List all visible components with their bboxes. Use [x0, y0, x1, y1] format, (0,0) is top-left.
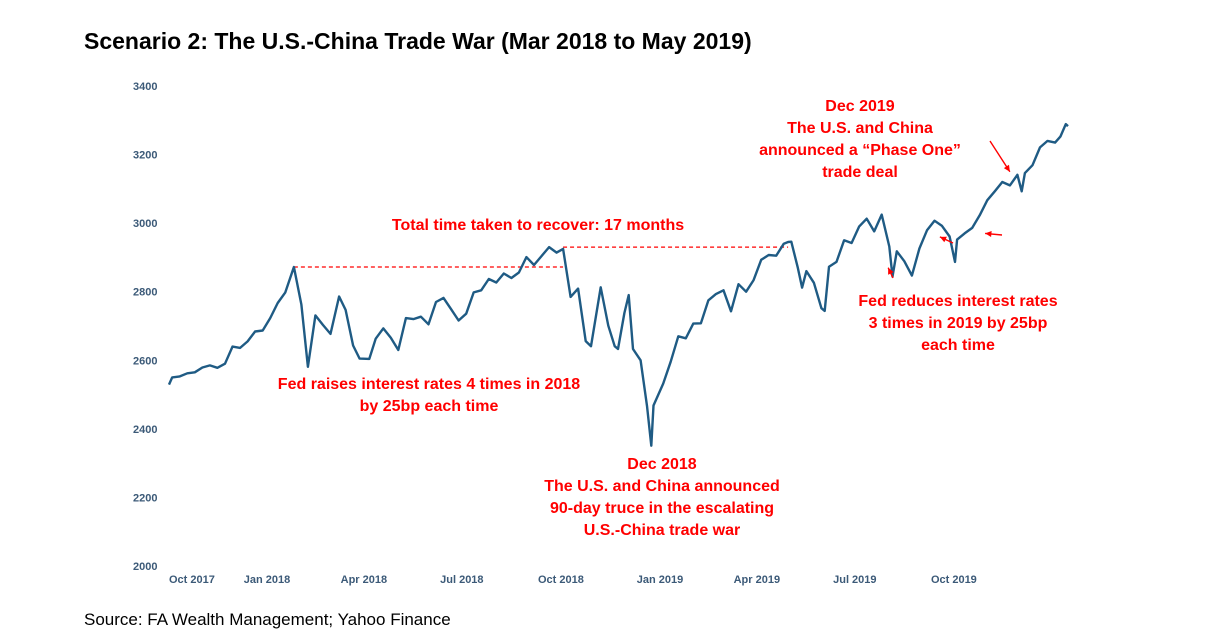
annotation-fed-raises: Fed raises interest rates 4 times in 201… — [278, 376, 580, 415]
y-tick-label: 2600 — [133, 355, 157, 367]
annotation-arrows — [887, 140, 1011, 279]
annotation-arrow — [939, 236, 954, 244]
y-tick-label: 3400 — [133, 81, 157, 93]
annotation-phase-one: Dec 2019 The U.S. and China announced a “P… — [759, 98, 961, 181]
source-note: Source: FA Wealth Management; Yahoo Fina… — [84, 610, 451, 629]
x-tick-label: Jul 2018 — [440, 574, 483, 586]
x-tick-label: Apr 2018 — [341, 574, 387, 586]
x-tick-label: Jul 2019 — [833, 574, 876, 586]
y-tick-label: 2200 — [133, 492, 157, 504]
x-tick-label: Oct 2017 — [169, 574, 215, 586]
y-tick-label: 2000 — [133, 561, 157, 573]
series-layer — [167, 122, 1069, 447]
annotation-fed-reduces: Fed reduces interest rates 3 times in 201… — [858, 293, 1057, 354]
series-line — [167, 122, 1069, 447]
y-tick-label: 3000 — [133, 218, 157, 230]
x-tick-label: Oct 2018 — [538, 574, 584, 586]
x-tick-label: Oct 2019 — [931, 574, 977, 586]
y-axis: 2000 2200 2400 2600 2800 3000 3200 3400 — [133, 81, 157, 573]
annotation-recover: Total time taken to recover: 17 months — [392, 217, 684, 234]
page-title: Scenario 2: The U.S.-China Trade War (Ma… — [84, 28, 752, 54]
y-tick-label: 3200 — [133, 150, 157, 162]
y-tick-label: 2800 — [133, 287, 157, 299]
annotations: Total time taken to recover: 17 months Fe… — [278, 98, 1058, 539]
line-chart: 2000 2200 2400 2600 2800 3000 3200 3400 Oct 201… — [133, 81, 1069, 586]
annotation-arrow — [887, 267, 894, 279]
x-axis: Oct 2017 Jan 2018 Apr 2018 Jul 2018 Oct 2018… — [169, 574, 977, 586]
x-tick-label: Jan 2018 — [244, 574, 290, 586]
y-tick-label: 2400 — [133, 424, 157, 436]
reference-lines — [293, 246, 789, 268]
annotation-arrow — [985, 230, 1003, 238]
annotation-truce: Dec 2018 The U.S. and China announced 90-d… — [544, 456, 780, 539]
x-tick-label: Apr 2019 — [734, 574, 780, 586]
x-tick-label: Jan 2019 — [637, 574, 683, 586]
annotation-arrow — [989, 140, 1011, 173]
